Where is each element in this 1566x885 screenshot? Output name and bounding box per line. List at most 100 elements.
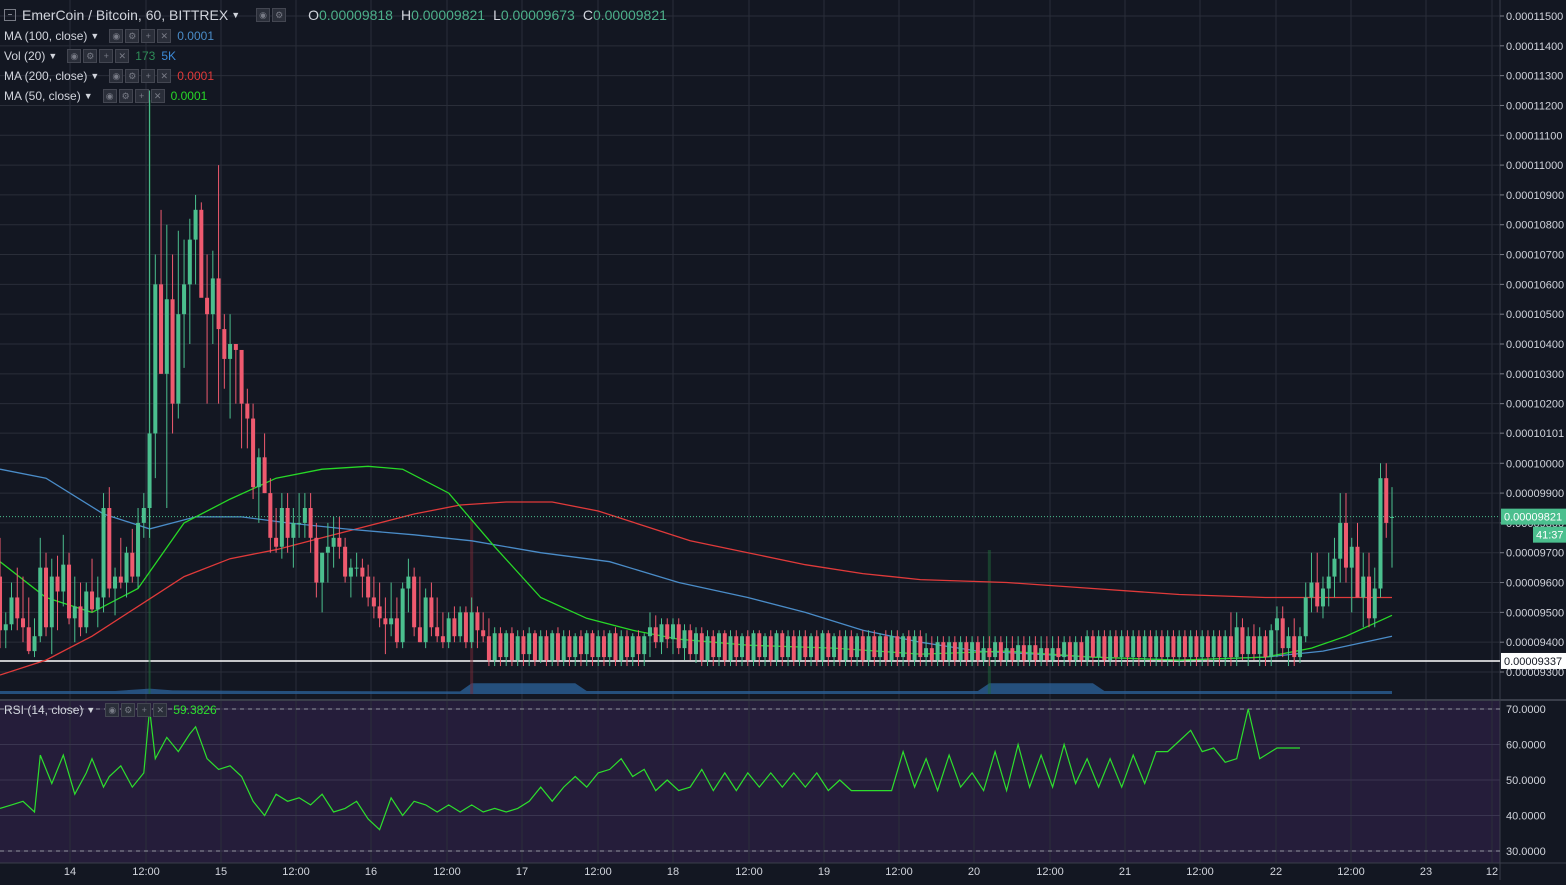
candle-body <box>688 630 693 655</box>
settings-icon[interactable]: ⚙ <box>125 69 140 83</box>
chevron-down-icon[interactable]: ▼ <box>90 71 100 81</box>
candle <box>1286 627 1291 667</box>
rsi-buttons[interactable]: ◉ ⚙ + ✕ <box>105 703 168 717</box>
indicator-legend[interactable]: MA (50, close) ▼ ◉ ⚙ + ✕ 0.0001 <box>4 89 207 103</box>
candle-body <box>366 576 371 598</box>
chevron-down-icon[interactable]: ▼ <box>231 10 241 20</box>
candle-body <box>429 597 434 628</box>
close-icon[interactable]: ✕ <box>157 69 172 83</box>
candle-body <box>728 636 733 661</box>
visibility-icon[interactable]: ◉ <box>109 69 124 83</box>
indicator-label[interactable]: MA (50, close) <box>4 89 81 103</box>
candle <box>619 630 624 667</box>
candle <box>1062 636 1067 667</box>
add-icon[interactable]: + <box>141 69 156 83</box>
close-icon[interactable]: ✕ <box>115 49 130 63</box>
candle <box>711 630 716 667</box>
candle <box>1090 630 1095 667</box>
candle <box>780 630 785 667</box>
chevron-down-icon[interactable]: ▼ <box>86 705 96 715</box>
visibility-icon[interactable]: ◉ <box>256 8 271 22</box>
visibility-icon[interactable]: ◉ <box>109 29 124 43</box>
collapse-icon[interactable]: − <box>4 9 16 21</box>
time-tick-label: 19 <box>818 866 830 878</box>
candle-body <box>481 630 486 637</box>
candle-body <box>233 344 238 350</box>
candle <box>1033 636 1038 667</box>
candle <box>1274 606 1279 658</box>
candle <box>118 537 123 589</box>
candle <box>1073 636 1078 667</box>
add-icon[interactable]: + <box>141 29 156 43</box>
close-icon[interactable]: ✕ <box>153 703 168 717</box>
candle-body <box>0 576 3 631</box>
candle-body <box>1205 636 1210 658</box>
chevron-down-icon[interactable]: ▼ <box>90 31 100 41</box>
indicator-label[interactable]: MA (100, close) <box>4 29 88 43</box>
symbol-title[interactable]: EmerCoin / Bitcoin, 60, BITTREX <box>22 7 229 23</box>
candle <box>337 516 342 559</box>
add-icon[interactable]: + <box>137 703 152 717</box>
candle <box>860 630 865 667</box>
visibility-icon[interactable]: ◉ <box>67 49 82 63</box>
candle-body <box>843 636 848 661</box>
settings-icon[interactable]: ⚙ <box>125 29 140 43</box>
candle <box>1182 630 1187 667</box>
visibility-icon[interactable]: ◉ <box>102 89 117 103</box>
symbol-legend[interactable]: − EmerCoin / Bitcoin, 60, BITTREX ▼ ◉ ⚙ O… <box>4 7 667 23</box>
candle-body <box>1326 576 1331 589</box>
chevron-down-icon[interactable]: ▼ <box>48 51 58 61</box>
indicator-buttons[interactable]: ◉ ⚙ + ✕ <box>109 69 172 83</box>
candle-body <box>44 567 49 628</box>
candle <box>555 627 560 667</box>
visibility-icon[interactable]: ◉ <box>105 703 120 717</box>
settings-icon[interactable]: ⚙ <box>121 703 136 717</box>
price-tick-label: 0.00010200 <box>1506 399 1564 411</box>
close-icon[interactable]: ✕ <box>150 89 165 103</box>
indicator-buttons[interactable]: ◉ ⚙ + ✕ <box>67 49 130 63</box>
candle <box>728 630 733 667</box>
settings-icon[interactable]: ⚙ <box>83 49 98 63</box>
candle-body <box>199 209 204 298</box>
indicator-legend[interactable]: MA (200, close) ▼ ◉ ⚙ + ✕ 0.0001 <box>4 69 214 83</box>
indicator-buttons[interactable]: ◉ ⚙ + ✕ <box>109 29 172 43</box>
candle-body <box>993 642 998 658</box>
rsi-label[interactable]: RSI (14, close) <box>4 703 84 717</box>
candle-body <box>1257 636 1262 655</box>
add-icon[interactable]: + <box>134 89 149 103</box>
candle-body <box>1378 478 1383 589</box>
chevron-down-icon[interactable]: ▼ <box>83 91 93 101</box>
candle-body <box>32 636 37 652</box>
indicator-legend[interactable]: Vol (20) ▼ ◉ ⚙ + ✕ 173 5K <box>4 49 176 63</box>
candle-body <box>504 633 509 658</box>
add-icon[interactable]: + <box>99 49 114 63</box>
candle-body <box>38 567 43 637</box>
candle-body <box>889 636 894 661</box>
candle <box>412 567 417 637</box>
time-tick-label: 12:00 <box>433 866 461 878</box>
settings-icon[interactable]: ⚙ <box>118 89 133 103</box>
price-tick-label: 0.00010600 <box>1506 279 1564 291</box>
candle <box>314 522 319 598</box>
symbol-buttons[interactable]: ◉ ⚙ <box>256 8 287 22</box>
candle <box>975 636 980 667</box>
rsi-pane <box>0 708 1500 852</box>
candle-body <box>130 552 135 577</box>
candle-body <box>1297 636 1302 658</box>
candle <box>1246 627 1251 667</box>
indicator-legend[interactable]: MA (100, close) ▼ ◉ ⚙ + ✕ 0.0001 <box>4 29 214 43</box>
close-icon[interactable]: ✕ <box>157 29 172 43</box>
candle <box>1355 522 1360 598</box>
indicator-buttons[interactable]: ◉ ⚙ + ✕ <box>102 89 165 103</box>
indicator-label[interactable]: Vol (20) <box>4 49 46 63</box>
candle <box>705 630 710 667</box>
candle-body <box>521 636 526 655</box>
rsi-legend[interactable]: RSI (14, close) ▼ ◉ ⚙ + ✕ 59.3826 <box>4 703 217 717</box>
candle-body <box>325 546 330 553</box>
settings-icon[interactable]: ⚙ <box>272 8 287 22</box>
indicator-label[interactable]: MA (200, close) <box>4 69 88 83</box>
candle-body <box>216 278 221 330</box>
candle-body <box>475 612 480 631</box>
